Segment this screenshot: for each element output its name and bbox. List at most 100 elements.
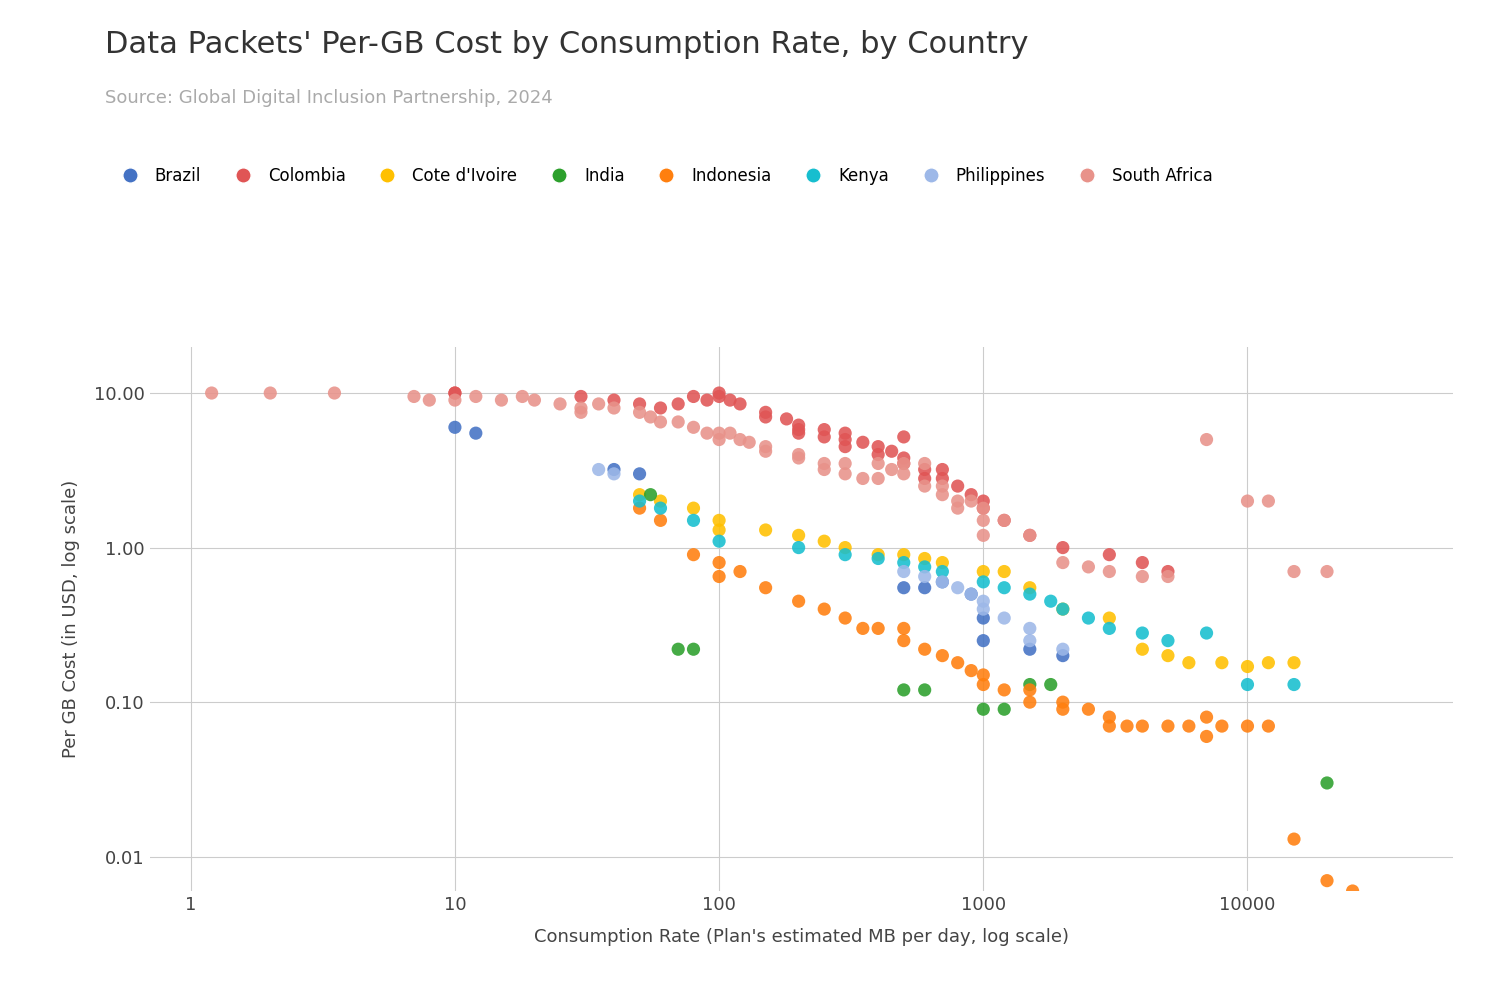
Colombia (912, 470, 936, 486)
Kenya (1077, 610, 1101, 626)
Kenya (866, 550, 890, 566)
India (992, 701, 1016, 717)
Colombia (786, 417, 810, 433)
Kenya (1038, 593, 1062, 609)
South Africa (945, 493, 969, 509)
South Africa (464, 388, 488, 404)
Philippines (587, 461, 611, 477)
Cote d'Ivoire (707, 513, 731, 529)
Indonesia (851, 621, 875, 637)
South Africa (1315, 563, 1339, 579)
Brazil (464, 426, 488, 442)
South Africa (753, 439, 777, 454)
Cote d'Ivoire (930, 554, 954, 570)
Indonesia (1341, 883, 1365, 899)
Indonesia (833, 610, 857, 626)
Indonesia (959, 662, 983, 678)
Philippines (1017, 633, 1041, 648)
Indonesia (1098, 718, 1122, 734)
India (891, 682, 915, 698)
Indonesia (866, 621, 890, 637)
South Africa (1236, 493, 1260, 509)
Cote d'Ivoire (628, 487, 652, 503)
Indonesia (1077, 701, 1101, 717)
South Africa (851, 470, 875, 486)
Indonesia (1050, 701, 1074, 717)
South Africa (812, 455, 836, 471)
Text: Source: Global Digital Inclusion Partnership, 2024: Source: Global Digital Inclusion Partner… (105, 89, 553, 107)
Colombia (1017, 528, 1041, 544)
South Africa (199, 385, 223, 401)
Philippines (930, 574, 954, 590)
Colombia (833, 439, 857, 454)
Colombia (728, 396, 752, 412)
Colombia (786, 422, 810, 438)
Philippines (912, 568, 936, 584)
Colombia (879, 444, 903, 459)
South Africa (971, 528, 995, 544)
South Africa (569, 400, 593, 416)
South Africa (1257, 493, 1281, 509)
South Africa (866, 470, 890, 486)
India (1038, 676, 1062, 692)
Cote d'Ivoire (1017, 580, 1041, 596)
Philippines (1050, 642, 1074, 657)
Cote d'Ivoire (1098, 610, 1122, 626)
Text: Data Packets' Per-GB Cost by Consumption Rate, by Country: Data Packets' Per-GB Cost by Consumption… (105, 30, 1028, 58)
Colombia (682, 388, 706, 404)
Colombia (812, 429, 836, 445)
South Africa (891, 466, 915, 482)
South Africa (418, 392, 442, 408)
South Africa (833, 455, 857, 471)
Indonesia (812, 601, 836, 617)
South Africa (1282, 563, 1306, 579)
South Africa (1156, 568, 1180, 584)
Philippines (1017, 621, 1041, 637)
South Africa (718, 426, 742, 442)
Brazil (602, 461, 626, 477)
Brazil (891, 580, 915, 596)
Colombia (833, 426, 857, 442)
Indonesia (1017, 682, 1041, 698)
Cote d'Ivoire (1131, 642, 1155, 657)
Kenya (628, 493, 652, 509)
South Africa (879, 461, 903, 477)
Brazil (628, 466, 652, 482)
South Africa (649, 414, 673, 430)
Philippines (971, 593, 995, 609)
Colombia (992, 513, 1016, 529)
South Africa (786, 446, 810, 462)
South Africa (812, 461, 836, 477)
South Africa (912, 455, 936, 471)
Colombia (602, 392, 626, 408)
Kenya (833, 546, 857, 562)
South Africa (602, 400, 626, 416)
Indonesia (707, 568, 731, 584)
Kenya (682, 513, 706, 529)
Indonesia (1210, 718, 1234, 734)
India (1315, 775, 1339, 791)
Indonesia (1098, 709, 1122, 725)
India (682, 642, 706, 657)
South Africa (959, 493, 983, 509)
Colombia (1050, 540, 1074, 555)
Indonesia (1050, 694, 1074, 710)
Cote d'Ivoire (1257, 654, 1281, 670)
Kenya (992, 580, 1016, 596)
South Africa (1098, 563, 1122, 579)
South Africa (695, 426, 719, 442)
Colombia (971, 500, 995, 516)
Colombia (866, 439, 890, 454)
Colombia (833, 432, 857, 447)
Colombia (569, 388, 593, 404)
Colombia (851, 435, 875, 450)
Colombia (891, 450, 915, 466)
South Africa (707, 432, 731, 447)
Indonesia (891, 621, 915, 637)
Cote d'Ivoire (753, 522, 777, 538)
Philippines (891, 563, 915, 579)
Kenya (1017, 586, 1041, 602)
Brazil (930, 574, 954, 590)
India (667, 642, 691, 657)
South Africa (511, 388, 535, 404)
